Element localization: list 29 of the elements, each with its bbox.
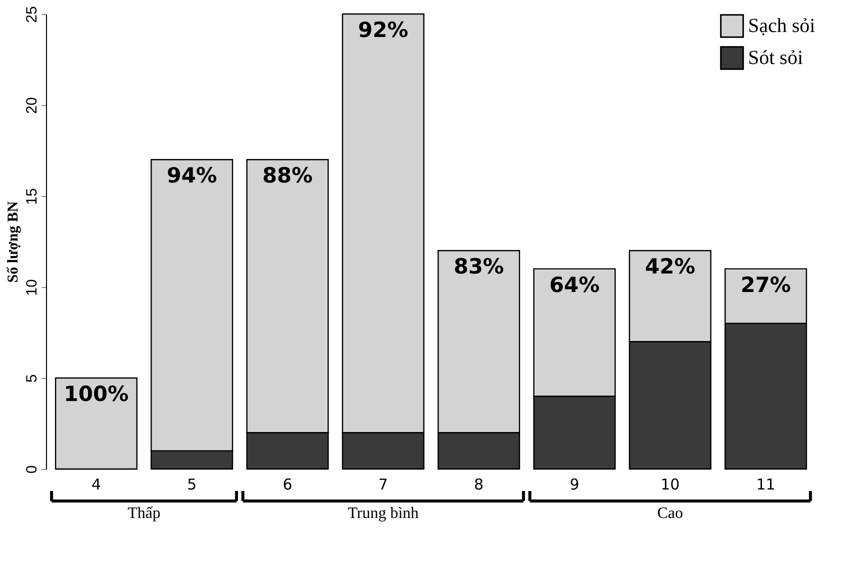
annotation: 42%: [645, 254, 696, 279]
x-tick-label: 6: [282, 476, 292, 494]
x-tick-label: 10: [660, 476, 680, 494]
annotation: 83%: [454, 254, 504, 279]
text: Trung bình: [348, 505, 419, 522]
text: Thấp: [128, 505, 160, 522]
annotation: 100%: [64, 382, 129, 406]
annotation: 88%: [262, 164, 313, 188]
y-tick-label: 10: [24, 279, 40, 296]
annotation: 92%: [358, 18, 408, 42]
annotation: 64%: [549, 272, 600, 297]
annotation: 27%: [740, 272, 791, 297]
x-tick-label: 5: [187, 476, 197, 494]
legend-label: Sạch sỏi: [748, 15, 816, 37]
x-tick-label: 11: [756, 476, 776, 494]
x-tick-label: 8: [474, 476, 484, 494]
x-tick-label: 7: [378, 476, 388, 494]
x-tick-label: 9: [570, 476, 580, 494]
annotation: 94%: [166, 164, 217, 188]
y-tick-label: 5: [24, 374, 40, 383]
bar: [54, 377, 138, 470]
y-tick-label: 20: [24, 97, 40, 114]
legend-label: Sót sỏi: [748, 47, 804, 69]
text: Cao: [657, 505, 684, 522]
x-tick-label: 4: [91, 476, 101, 494]
y-tick-label: 25: [24, 6, 40, 23]
y-tick-label: 15: [24, 188, 40, 205]
y-tick-label: 0: [24, 465, 40, 474]
y-axis-title: Số lượng BN: [6, 201, 22, 283]
